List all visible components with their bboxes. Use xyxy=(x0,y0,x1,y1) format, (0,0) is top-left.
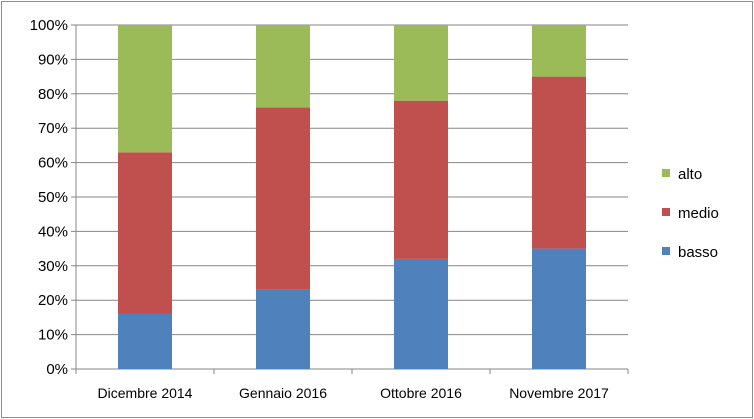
legend-label-basso: basso xyxy=(678,244,718,261)
bar-basso xyxy=(256,289,310,369)
bar-medio xyxy=(532,76,586,249)
y-tick-label: 90% xyxy=(38,51,68,68)
legend-swatch-medio xyxy=(662,208,670,216)
bar-basso xyxy=(118,313,172,369)
bar-medio xyxy=(256,107,310,290)
y-tick-label: 70% xyxy=(38,120,68,137)
bar-medio xyxy=(118,152,172,314)
bar-alto xyxy=(118,25,172,153)
y-tick-label: 100% xyxy=(30,17,68,34)
x-axis-labels: Dicembre 2014 Gennaio 2016 Ottobre 2016 Nov… xyxy=(98,385,609,401)
legend-swatch-basso xyxy=(662,247,670,255)
bar-alto xyxy=(256,25,310,108)
y-tick-label: 40% xyxy=(38,223,68,240)
legend-swatch-alto xyxy=(662,169,670,177)
legend-label-medio: medio xyxy=(678,205,719,222)
bar-alto xyxy=(394,25,448,101)
y-tick-label: 20% xyxy=(38,292,68,309)
y-tick-label: 10% xyxy=(38,327,68,344)
bars xyxy=(118,25,586,369)
y-axis-ticks: 0% 10% 20% 30% 40% 50% 60% 70% 80% 90% 100% xyxy=(30,17,68,378)
legend-label-alto: alto xyxy=(678,166,702,183)
bar-medio xyxy=(394,100,448,259)
legend: alto medio basso xyxy=(662,166,719,261)
x-tick-label: Novembre 2017 xyxy=(509,385,609,401)
bar-basso xyxy=(532,248,586,369)
y-tick-label: 60% xyxy=(38,155,68,172)
y-tick-label: 80% xyxy=(38,86,68,103)
y-tick-label: 0% xyxy=(46,361,68,378)
x-tick-label: Dicembre 2014 xyxy=(98,385,193,401)
y-tick-label: 50% xyxy=(38,189,68,206)
bar-alto xyxy=(532,25,586,77)
x-tick-label: Gennaio 2016 xyxy=(239,385,327,401)
x-tick-label: Ottobre 2016 xyxy=(380,385,462,401)
bar-basso xyxy=(394,258,448,369)
y-tick-label: 30% xyxy=(38,258,68,275)
